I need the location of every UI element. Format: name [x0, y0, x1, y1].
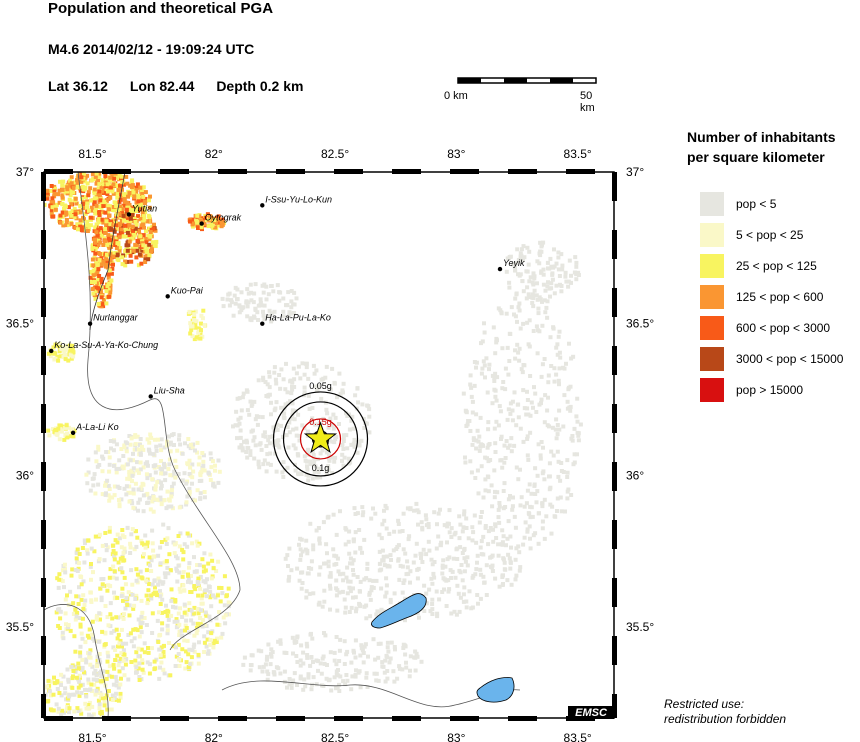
epicenter-star-icon	[303, 421, 338, 454]
legend-label: 125 < pop < 600	[736, 290, 824, 304]
longitude-tick-label: 83°	[447, 147, 465, 161]
scale-left-label: 0 km	[444, 90, 468, 102]
longitude-tick-label: 81.5°	[78, 731, 106, 742]
town-label: Yutian	[132, 203, 157, 213]
longitude-labels-bottom: 81.5° 82° 82.5° 83° 83.5°	[78, 731, 591, 742]
town-dot	[165, 294, 170, 299]
latitude-labels-left: 37° 36.5° 36° 35.5°	[6, 165, 34, 634]
depth-label: Depth 0.2 km	[216, 78, 304, 94]
town-dot	[70, 430, 76, 436]
map-frame	[43, 171, 615, 719]
usage-note-line2: redistribution forbidden	[664, 712, 787, 726]
event-summary: M4.6 2014/02/12 - 19:09:24 UTC	[48, 41, 255, 57]
emsc-badge: EMSC	[568, 706, 614, 719]
scale-bar-graphic	[457, 77, 597, 84]
longitude-tick-label: 82.5°	[321, 731, 349, 742]
longitude-tick-label: 82°	[205, 731, 223, 742]
legend-item: 3000 < pop < 15000	[700, 347, 843, 371]
town-dot	[260, 321, 265, 326]
town-label: Yeyik	[503, 258, 525, 268]
usage-note: Restricted use: redistribution forbidden	[664, 697, 786, 727]
latitude-tick-label: 36°	[626, 468, 644, 482]
legend-swatch	[700, 378, 724, 402]
town-markers: Yutian Oytograk I-Ssu-Yu-Lo-Kun Yeyik Kuo-Pa…	[49, 194, 525, 436]
latitude-tick-label: 37°	[626, 165, 644, 179]
legend-item: 25 < pop < 125	[700, 254, 817, 278]
admin-boundary-west	[44, 172, 241, 718]
usage-note-line1: Restricted use:	[664, 697, 745, 711]
latitude-tick-label: 37°	[16, 165, 34, 179]
pga-ring-label: 0.1g	[312, 463, 330, 473]
town-dot	[497, 266, 503, 272]
legend-item: 5 < pop < 25	[700, 223, 803, 247]
town-label: Ha-La-Pu-La-Ko	[265, 313, 331, 323]
legend-item: 600 < pop < 3000	[700, 316, 830, 340]
town-dot	[126, 212, 132, 217]
legend-label: 3000 < pop < 15000	[736, 352, 844, 366]
longitude-tick-label: 82°	[205, 147, 223, 161]
longitude-tick-label: 83.5°	[564, 147, 592, 161]
legend-label: 25 < pop < 125	[736, 259, 817, 273]
legend-title: Number of inhabitants per square kilomet…	[687, 127, 836, 167]
legend-swatch	[700, 254, 724, 278]
town-label: Kuo-Pai	[171, 285, 204, 295]
event-coordinates: Lat 36.12 Lon 82.44 Depth 0.2 km	[48, 78, 321, 94]
legend-label: pop < 5	[736, 197, 777, 211]
pga-ring	[272, 391, 369, 487]
town-dot	[49, 348, 54, 354]
lake-icon	[371, 593, 427, 629]
legend-title-line1: Number of inhabitants	[687, 129, 836, 145]
emsc-badge-text: EMSC	[575, 707, 608, 719]
longitude-labels-top: 81.5° 82° 82.5° 83° 83.5°	[78, 147, 591, 161]
legend-item: pop > 15000	[700, 378, 803, 402]
river-line	[89, 172, 126, 331]
legend-item: 125 < pop < 600	[700, 285, 823, 309]
legend-label: 600 < pop < 3000	[736, 321, 831, 335]
latitude-tick-label: 36°	[16, 468, 34, 482]
town-label: A-La-Li Ko	[75, 422, 119, 432]
longitude-tick-label: 81.5°	[78, 147, 106, 161]
scale-right-label: 50 km	[580, 90, 595, 114]
town-label: Ko-La-Su-A-Ya-Ko-Chung	[54, 340, 158, 350]
legend-item: pop < 5	[700, 192, 776, 216]
latitude-tick-label: 36.5°	[626, 317, 654, 331]
legend-label: 5 < pop < 25	[736, 228, 804, 242]
lake-icon	[476, 677, 515, 703]
pga-ring	[282, 401, 359, 477]
town-label: I-Ssu-Yu-Lo-Kun	[265, 194, 332, 204]
longitude-label: Lon 82.44	[129, 78, 195, 94]
latitude-label: Lat 36.12	[48, 78, 108, 94]
pga-ring-label: 0.05g	[309, 381, 332, 391]
legend-label: pop > 15000	[736, 383, 804, 397]
latitude-tick-label: 35.5°	[6, 620, 34, 634]
latitude-labels-right: 37° 36.5° 36° 35.5°	[626, 165, 654, 634]
longitude-tick-label: 82.5°	[321, 147, 349, 161]
longitude-tick-label: 83.5°	[564, 731, 592, 742]
town-label: Nurlanggar	[93, 313, 139, 323]
pga-ring	[299, 418, 342, 460]
legend-swatch	[700, 347, 724, 371]
frame-dashes	[41, 169, 617, 721]
legend-swatch	[700, 285, 724, 309]
latitude-tick-label: 36.5°	[6, 317, 34, 331]
longitude-tick-label: 83°	[447, 731, 465, 742]
scale-bar: 0 km 50 km	[444, 76, 598, 114]
town-label: Oytograk	[205, 213, 242, 223]
latitude-tick-label: 35.5°	[626, 620, 654, 634]
legend-swatch	[700, 223, 724, 247]
town-dot	[148, 394, 153, 399]
town-dot	[87, 321, 93, 326]
legend-swatch	[700, 316, 724, 340]
legend-swatch	[700, 192, 724, 216]
town-label: Liu-Sha	[154, 385, 185, 395]
page-title: Population and theoretical PGA	[48, 0, 274, 17]
legend-title-line2: per square kilometer	[687, 149, 825, 165]
town-dot	[260, 203, 265, 208]
town-dot	[199, 221, 204, 226]
